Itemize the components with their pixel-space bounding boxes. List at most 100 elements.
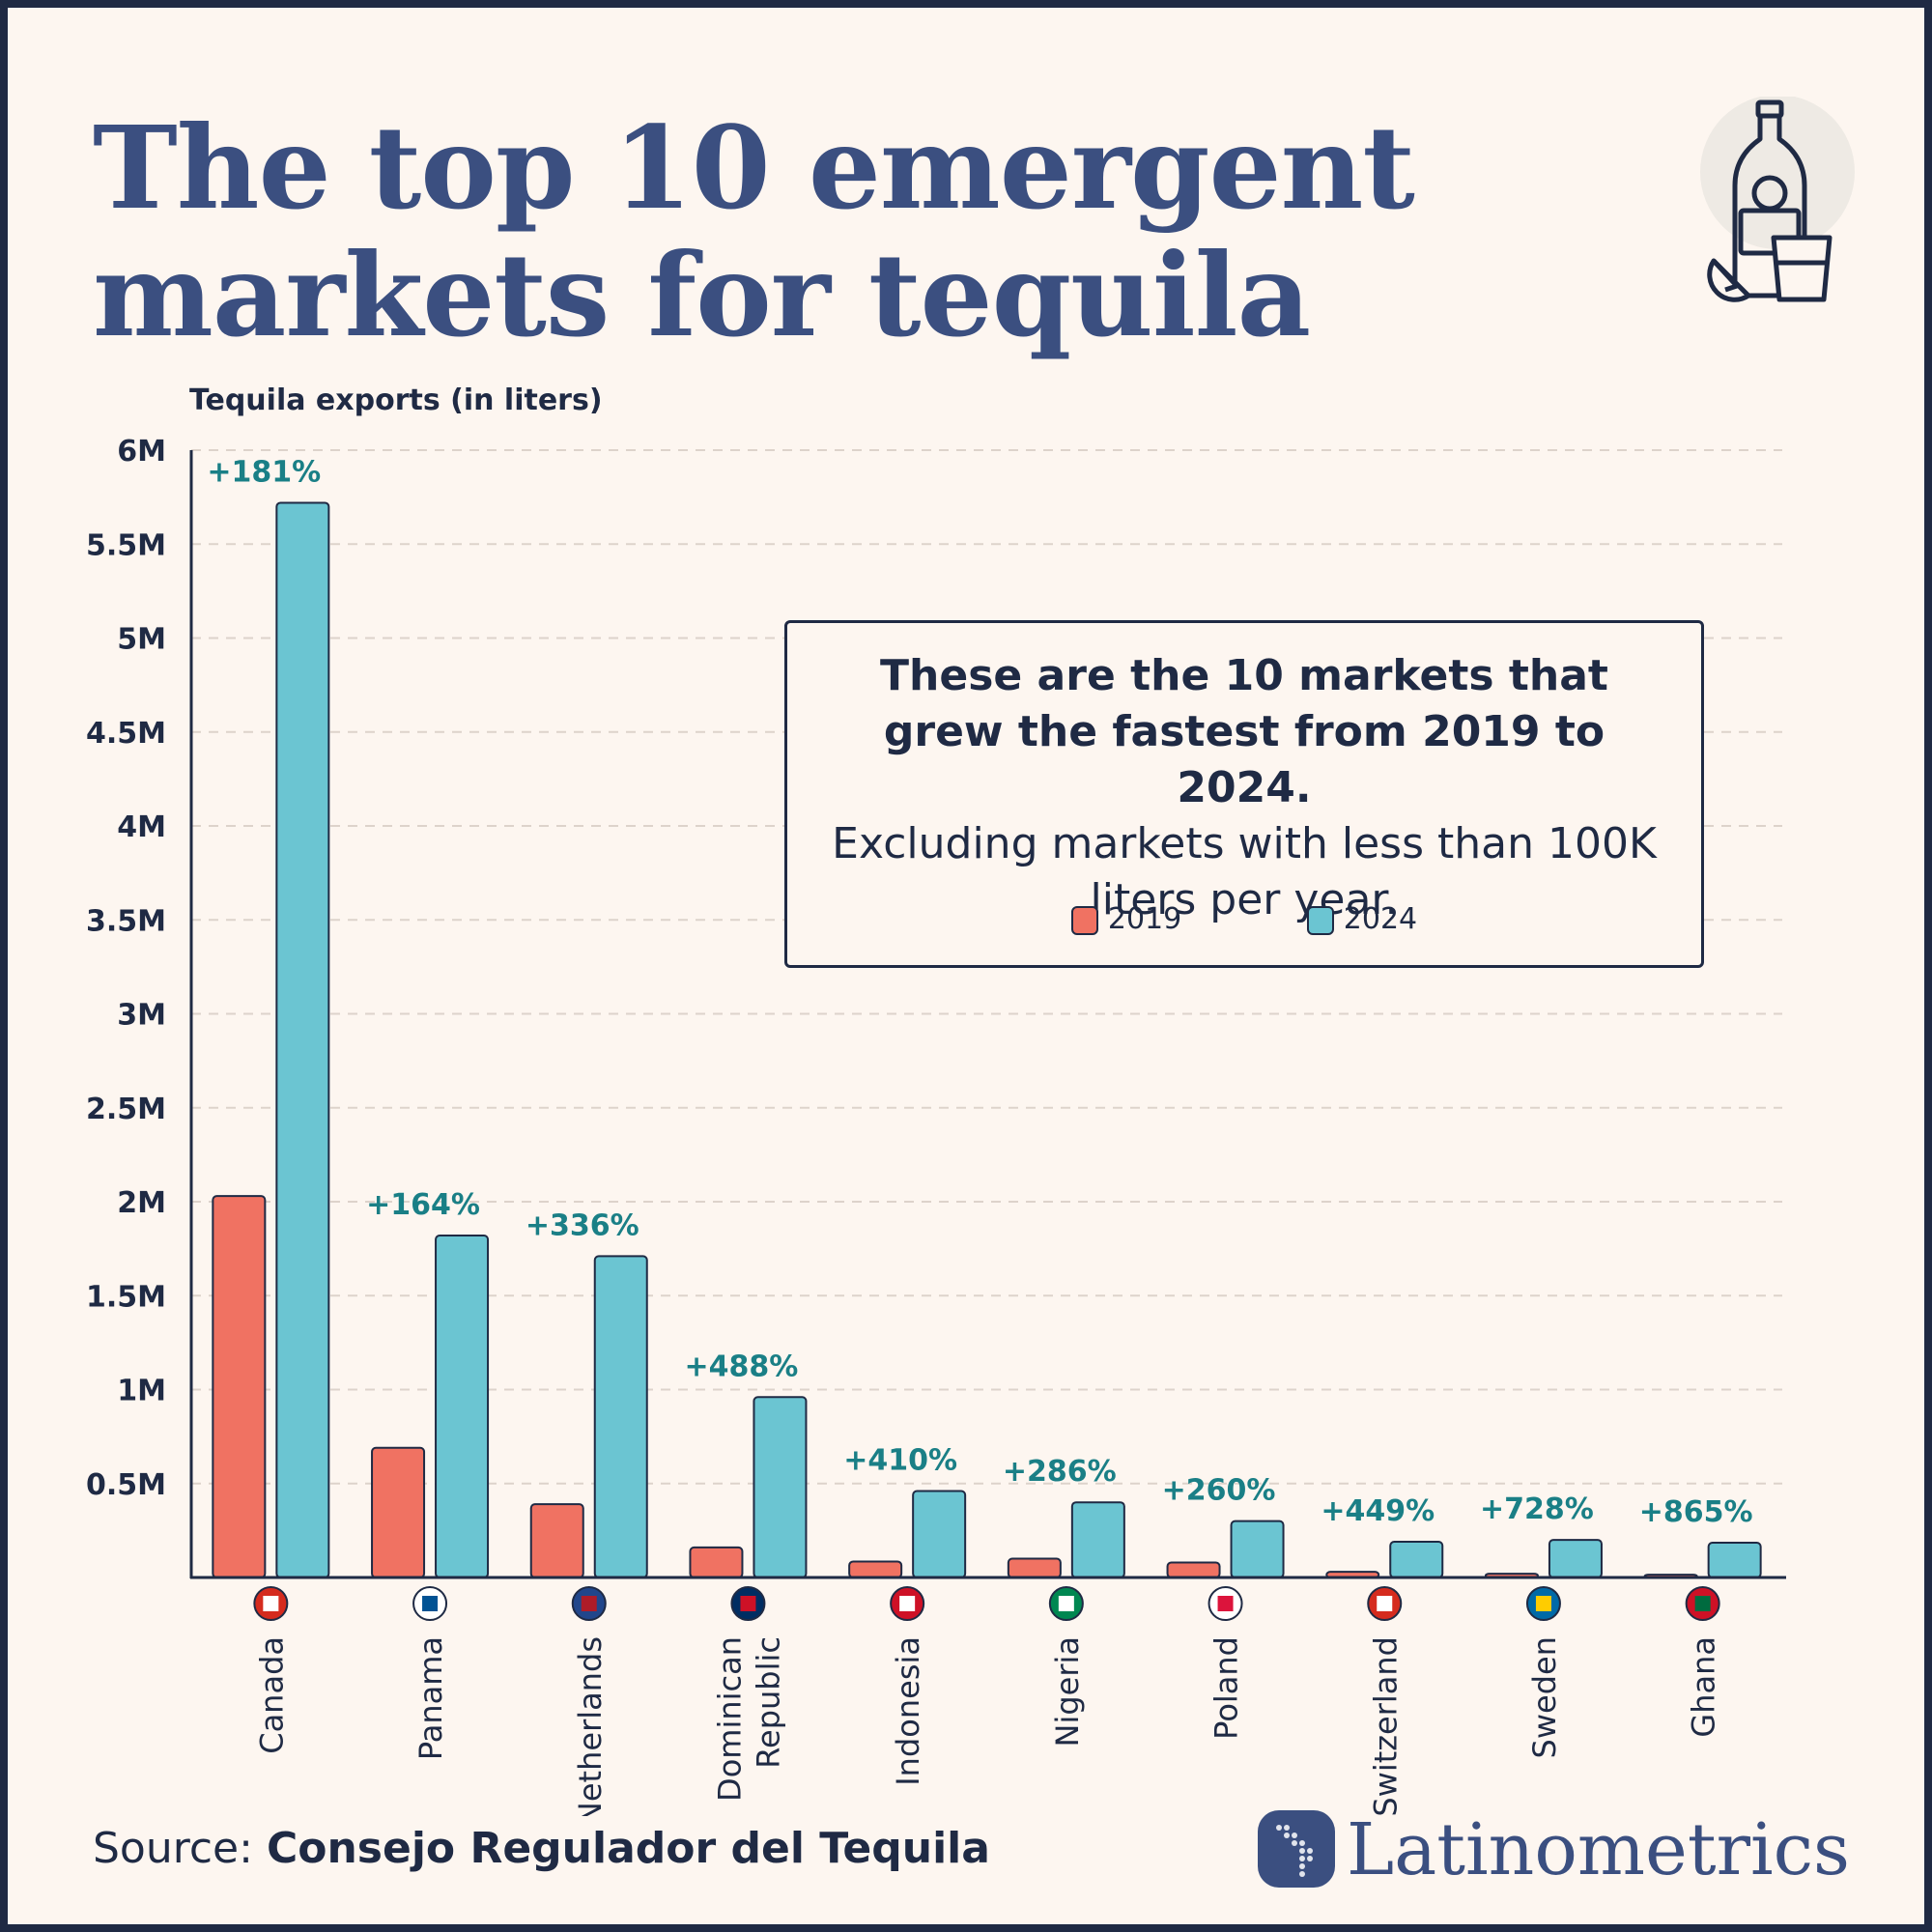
title-line-2: markets for tequila	[93, 228, 1311, 362]
category-label: Netherlands	[572, 1636, 609, 1816]
growth-label: +286%	[1003, 1455, 1117, 1489]
bar-2024	[1230, 1520, 1285, 1579]
category-label: DominicanRepublic	[711, 1636, 786, 1802]
growth-label: +488%	[685, 1350, 799, 1383]
y-tick-label: 2.5M	[86, 1093, 166, 1126]
flag-mark	[1217, 1596, 1234, 1611]
growth-label: +410%	[843, 1444, 957, 1478]
bar-2019	[848, 1560, 903, 1579]
bar-2019	[1007, 1557, 1062, 1579]
flag-mark	[581, 1596, 597, 1611]
y-tick-label: 3M	[117, 999, 166, 1033]
category-label-line: Canada	[253, 1636, 290, 1754]
y-tick-label: 2M	[117, 1186, 166, 1220]
category-label-line: Republic	[750, 1636, 786, 1769]
title-line-1: The top 10 emergent	[93, 100, 1415, 235]
category-label: Switzerland	[1367, 1636, 1404, 1816]
category-label-line: Netherlands	[572, 1636, 609, 1816]
page-title: The top 10 emergent markets for tequila	[93, 104, 1542, 359]
category-label-line: Ghana	[1686, 1636, 1722, 1738]
flag-mark	[1535, 1596, 1551, 1611]
legend-item-2024: 2024	[1306, 902, 1418, 936]
flag-icon	[890, 1586, 925, 1621]
brand-name: Latinometrics	[1347, 1808, 1851, 1891]
growth-label: +449%	[1321, 1494, 1435, 1528]
growth-label: +865%	[1639, 1495, 1753, 1529]
category-label: Indonesia	[890, 1636, 926, 1786]
legend-label-2024: 2024	[1343, 902, 1418, 936]
y-tick-label: 5M	[117, 623, 166, 657]
source-line: Source: Consejo Regulador del Tequila	[93, 1824, 990, 1873]
flag-mark	[1694, 1596, 1711, 1611]
y-tick-label: 1M	[117, 1375, 166, 1408]
category-label-line: Switzerland	[1367, 1636, 1404, 1816]
bar-2024	[593, 1255, 648, 1579]
bar-2024	[753, 1396, 808, 1579]
flag-icon	[1208, 1586, 1243, 1621]
category-label: Sweden	[1526, 1636, 1563, 1758]
legend: 2019 2024	[787, 901, 1701, 936]
bar-2024	[435, 1235, 490, 1578]
category-label-line: Dominican	[711, 1636, 748, 1802]
legend-label-2019: 2019	[1107, 902, 1182, 936]
bar-2024	[912, 1490, 967, 1579]
category-label-line: Nigeria	[1049, 1636, 1086, 1747]
flag-mark	[899, 1596, 916, 1611]
y-tick-label: 3.5M	[86, 904, 166, 938]
category-label-line: Indonesia	[890, 1636, 926, 1786]
y-tick-label: 0.5M	[86, 1468, 166, 1502]
source-prefix: Source:	[93, 1824, 267, 1873]
source-name: Consejo Regulador del Tequila	[266, 1824, 990, 1873]
bar-2024	[275, 501, 330, 1579]
bar-2019	[212, 1195, 267, 1579]
growth-label: +181%	[207, 455, 321, 489]
category-label-line: Sweden	[1526, 1636, 1563, 1758]
y-tick-label: 4.5M	[86, 717, 166, 751]
info-box-plain-text: Excluding markets with less than 100K li…	[832, 819, 1657, 924]
flag-mark	[1058, 1596, 1074, 1611]
category-label-line: Panama	[412, 1636, 449, 1760]
flag-icon	[1525, 1586, 1561, 1621]
flag-mark	[422, 1596, 439, 1611]
flag-icon	[1048, 1586, 1084, 1621]
brand-map-icon	[1258, 1810, 1335, 1888]
legend-swatch-2024	[1306, 905, 1334, 935]
tequila-bottle-icon	[1700, 95, 1855, 309]
category-label: Poland	[1208, 1636, 1245, 1740]
bar-2019	[1166, 1561, 1221, 1578]
flag-icon	[1685, 1586, 1720, 1621]
category-label: Canada	[253, 1636, 290, 1754]
category-label-line: Poland	[1208, 1636, 1245, 1740]
bar-2019	[689, 1546, 744, 1579]
legend-item-2019: 2019	[1070, 902, 1182, 936]
y-tick-label: 1.5M	[86, 1280, 166, 1314]
flag-mark	[263, 1596, 279, 1611]
category-label: Nigeria	[1049, 1636, 1086, 1747]
flag-icon	[412, 1586, 448, 1621]
info-box: These are the 10 markets that grew the f…	[784, 620, 1704, 968]
legend-swatch-2019	[1070, 905, 1098, 935]
y-tick-label: 5.5M	[86, 528, 166, 562]
category-label: Panama	[412, 1636, 449, 1760]
category-label: Ghana	[1686, 1636, 1722, 1738]
y-tick-label: 6M	[117, 435, 166, 469]
bar-2024	[1389, 1541, 1444, 1579]
y-axis-label: Tequila exports (in liters)	[189, 384, 603, 417]
bar-2024	[1707, 1542, 1762, 1578]
growth-label: +164%	[366, 1188, 480, 1222]
flag-icon	[1367, 1586, 1403, 1621]
flag-icon	[730, 1586, 766, 1621]
bar-2024	[1070, 1501, 1125, 1578]
growth-label: +728%	[1480, 1492, 1594, 1526]
bar-2019	[529, 1503, 584, 1579]
bar-chart: Tequila exports (in liters) +181% +164% +3…	[86, 384, 1786, 1816]
brand-logo: Latinometrics	[1258, 1806, 1857, 1893]
flag-icon	[571, 1586, 607, 1621]
flag-icon	[253, 1586, 289, 1621]
growth-label: +336%	[526, 1208, 639, 1242]
info-box-bold-text: These are the 10 markets that grew the f…	[880, 651, 1608, 812]
flag-mark	[1377, 1596, 1393, 1611]
flag-mark	[740, 1596, 756, 1611]
bar-2019	[371, 1446, 426, 1579]
